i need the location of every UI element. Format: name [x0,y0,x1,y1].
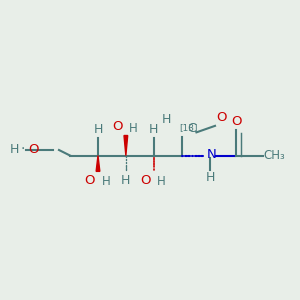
Text: ·: · [21,142,25,156]
Text: O: O [140,174,151,187]
Text: O: O [216,111,226,124]
Text: O: O [232,115,242,128]
Polygon shape [96,156,100,171]
Text: O: O [28,143,39,156]
Text: H: H [93,122,103,136]
Text: H: H [206,171,216,184]
Text: [13]: [13] [179,123,197,132]
Text: C: C [187,122,196,135]
Polygon shape [124,136,128,156]
Text: O: O [85,174,95,187]
Text: H: H [149,122,158,136]
Text: H: H [157,175,165,188]
Text: H: H [162,113,171,126]
Text: N: N [207,148,217,160]
Text: H: H [121,174,130,187]
Text: H: H [10,143,19,156]
Text: H: H [129,122,137,135]
Text: O: O [112,120,123,133]
Text: H: H [102,175,110,188]
Text: CH₃: CH₃ [264,149,285,162]
